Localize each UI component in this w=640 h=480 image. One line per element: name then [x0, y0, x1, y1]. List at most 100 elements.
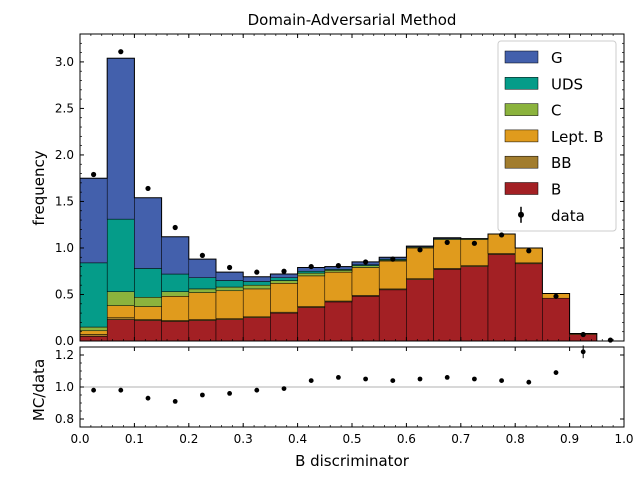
bar-uds	[79, 262, 108, 328]
histogram-outline	[79, 57, 624, 342]
bar-g	[79, 177, 108, 264]
bar-b	[270, 312, 298, 342]
bar-g	[106, 57, 135, 220]
chart-title: Domain-Adversarial Method	[248, 11, 457, 29]
bar-c	[242, 284, 271, 290]
bar-uds	[270, 277, 298, 281]
data-point	[227, 264, 233, 271]
ratio-point	[390, 378, 396, 383]
bar-g	[242, 276, 271, 282]
bar-b	[378, 289, 407, 342]
bar-c	[188, 288, 217, 293]
ratio-point	[145, 395, 151, 401]
bar-lept-b	[406, 247, 434, 279]
data-point	[308, 263, 314, 270]
data-point	[499, 232, 505, 238]
legend-label: Lept. B	[551, 128, 604, 146]
y-tick-label: 2.5	[55, 101, 74, 115]
ratio-point	[472, 376, 477, 382]
legend-label: BB	[551, 154, 572, 172]
legend-data-marker	[518, 211, 524, 218]
x-tick-label: 0.3	[234, 432, 253, 446]
y-tick-label: 1.5	[55, 194, 74, 208]
bar-lept-b	[188, 292, 217, 320]
bar-b	[161, 321, 190, 342]
ratio-point	[172, 399, 178, 404]
bar-uds	[215, 280, 244, 288]
y-tick-label: 0.5	[55, 287, 74, 301]
data-point	[444, 239, 450, 245]
bar-b	[188, 320, 217, 342]
ratio-point	[254, 387, 260, 393]
data-point	[417, 247, 423, 253]
x-tick-label: 0.0	[70, 432, 89, 446]
ratio-point	[580, 349, 586, 355]
ratio-y-tick-label: 1.0	[55, 380, 74, 394]
legend-label: data	[551, 207, 585, 225]
data-points	[91, 49, 614, 343]
x-tick-label: 0.4	[288, 432, 307, 446]
x-tick-label: 0.2	[179, 432, 198, 446]
legend-label: G	[551, 49, 563, 67]
data-point	[254, 269, 260, 275]
bar-lept-b	[270, 283, 298, 313]
ratio-point	[499, 378, 504, 383]
ratio-point	[308, 378, 314, 383]
ratio-y-ticks: 0.8 1.0 1.2	[55, 348, 624, 426]
legend-swatch	[504, 77, 539, 90]
data-point	[335, 263, 341, 269]
bar-c	[134, 297, 162, 307]
bar-c	[297, 272, 326, 277]
bar-b	[406, 279, 434, 342]
legend-label: C	[551, 102, 561, 120]
bar-g	[215, 271, 244, 281]
bar-b	[215, 319, 244, 342]
bar-g	[188, 258, 217, 278]
bar-b	[134, 320, 162, 342]
ratio-point	[417, 376, 423, 382]
ratio-y-axis-label: MC/data	[30, 359, 48, 421]
bar-b	[433, 269, 462, 342]
bar-lept-b	[134, 306, 162, 320]
y-tick-label: 1.0	[55, 241, 74, 255]
bar-lept-b	[242, 288, 271, 318]
legend-swatch	[504, 129, 539, 143]
ratio-point	[553, 370, 559, 375]
bar-lept-b	[297, 275, 326, 307]
data-point	[199, 252, 205, 259]
bar-uds	[188, 277, 217, 290]
bar-uds	[161, 273, 190, 292]
bar-lept-b	[378, 260, 407, 290]
y-tick-label: 3.0	[55, 55, 74, 69]
ratio-point	[200, 392, 205, 398]
bar-bb	[106, 317, 135, 320]
x-tick-label: 0.1	[125, 432, 144, 446]
ratio-point	[526, 379, 532, 385]
data-point	[145, 185, 151, 192]
bar-g	[270, 273, 298, 278]
bar-lept-b	[79, 330, 108, 335]
x-tick-label: 0.5	[342, 432, 361, 446]
ratio-point	[363, 376, 368, 382]
bar-bb	[79, 334, 108, 337]
x-tick-label: 0.6	[397, 432, 416, 446]
bar-uds	[106, 218, 135, 292]
y-tick-label: 0.0	[55, 334, 74, 348]
ratio-point	[227, 391, 233, 396]
bar-lept-b	[215, 290, 244, 319]
bar-b	[242, 317, 271, 342]
bar-b	[542, 297, 570, 342]
ratio-y-tick-label: 0.8	[55, 412, 74, 426]
bar-lept-b	[351, 267, 380, 296]
legend-swatch	[504, 103, 539, 116]
ratio-x-ticks: 0.0 0.1 0.2 0.3 0.4 0.5 0.6 0.7 0.8 0.9 1.0	[70, 347, 634, 446]
main-y-ticks: 0.0 0.5 1.0 1.5 2.0 2.5 3.0	[55, 42, 624, 348]
data-point	[390, 256, 396, 262]
ratio-point	[281, 386, 287, 391]
y-tick-label: 2.0	[55, 148, 74, 162]
stack-outline	[79, 57, 624, 342]
ratio-point	[336, 375, 341, 380]
data-point	[172, 224, 178, 231]
data-point	[118, 49, 124, 55]
ratio-y-tick-label: 1.2	[55, 348, 74, 362]
